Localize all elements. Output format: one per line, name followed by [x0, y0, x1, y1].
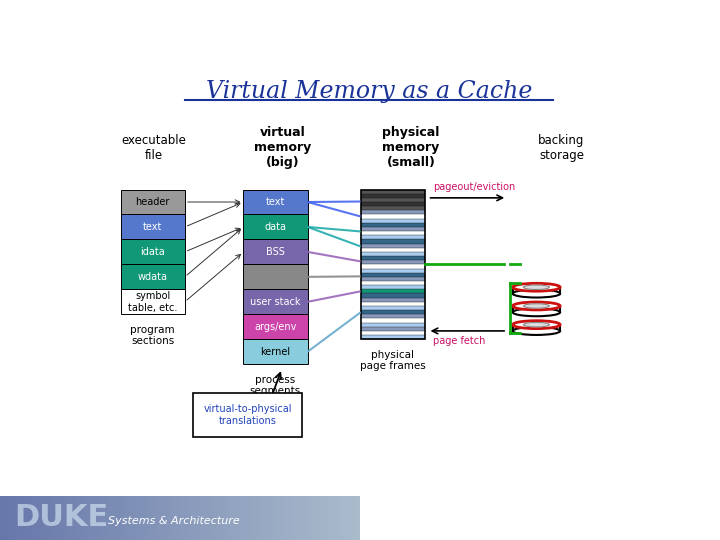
- FancyBboxPatch shape: [361, 248, 425, 252]
- Text: text: text: [266, 197, 285, 207]
- FancyBboxPatch shape: [121, 265, 185, 289]
- FancyBboxPatch shape: [361, 285, 425, 289]
- FancyBboxPatch shape: [361, 260, 425, 265]
- Text: physical
page frames: physical page frames: [360, 349, 426, 371]
- FancyBboxPatch shape: [361, 310, 425, 314]
- FancyBboxPatch shape: [361, 194, 425, 198]
- FancyBboxPatch shape: [361, 322, 425, 327]
- Text: physical
memory
(small): physical memory (small): [382, 126, 439, 170]
- Text: idata: idata: [140, 247, 165, 257]
- FancyBboxPatch shape: [193, 393, 302, 437]
- FancyBboxPatch shape: [361, 302, 425, 306]
- FancyBboxPatch shape: [243, 265, 307, 289]
- Text: virtual-to-physical
translations: virtual-to-physical translations: [203, 404, 292, 426]
- Text: pageout/eviction: pageout/eviction: [433, 183, 516, 192]
- FancyBboxPatch shape: [243, 289, 307, 314]
- FancyBboxPatch shape: [361, 219, 425, 223]
- FancyBboxPatch shape: [513, 287, 560, 294]
- FancyBboxPatch shape: [361, 190, 425, 194]
- Ellipse shape: [513, 284, 560, 291]
- FancyBboxPatch shape: [361, 319, 425, 322]
- FancyBboxPatch shape: [361, 239, 425, 244]
- FancyBboxPatch shape: [361, 223, 425, 227]
- Text: virtual
memory
(big): virtual memory (big): [254, 126, 311, 170]
- FancyBboxPatch shape: [513, 306, 560, 312]
- FancyBboxPatch shape: [361, 277, 425, 281]
- FancyBboxPatch shape: [361, 298, 425, 302]
- FancyBboxPatch shape: [243, 239, 307, 265]
- Ellipse shape: [513, 321, 560, 329]
- Text: executable
file: executable file: [122, 134, 186, 162]
- FancyBboxPatch shape: [361, 289, 425, 294]
- FancyBboxPatch shape: [121, 239, 185, 265]
- Ellipse shape: [513, 308, 560, 316]
- FancyBboxPatch shape: [361, 265, 425, 268]
- FancyBboxPatch shape: [361, 211, 425, 214]
- FancyBboxPatch shape: [361, 231, 425, 235]
- FancyBboxPatch shape: [361, 294, 425, 298]
- FancyBboxPatch shape: [361, 235, 425, 239]
- FancyBboxPatch shape: [243, 190, 307, 214]
- Ellipse shape: [513, 302, 560, 310]
- FancyBboxPatch shape: [121, 214, 185, 239]
- Text: symbol
table, etc.: symbol table, etc.: [128, 291, 177, 313]
- FancyBboxPatch shape: [361, 327, 425, 331]
- FancyBboxPatch shape: [361, 268, 425, 273]
- Text: Virtual Memory as a Cache: Virtual Memory as a Cache: [206, 80, 532, 103]
- Ellipse shape: [523, 322, 549, 327]
- Text: args/env: args/env: [254, 322, 297, 332]
- Text: page fetch: page fetch: [433, 336, 485, 346]
- FancyBboxPatch shape: [361, 306, 425, 310]
- FancyBboxPatch shape: [361, 244, 425, 248]
- Text: wdata: wdata: [138, 272, 168, 282]
- Text: BSS: BSS: [266, 247, 285, 257]
- Text: program
sections: program sections: [130, 325, 175, 346]
- FancyBboxPatch shape: [361, 281, 425, 285]
- Ellipse shape: [523, 285, 549, 289]
- FancyBboxPatch shape: [243, 314, 307, 339]
- FancyBboxPatch shape: [361, 331, 425, 335]
- FancyBboxPatch shape: [361, 256, 425, 260]
- Text: process
segments: process segments: [250, 375, 301, 396]
- Text: header: header: [135, 197, 170, 207]
- FancyBboxPatch shape: [121, 190, 185, 214]
- FancyBboxPatch shape: [243, 339, 307, 364]
- Text: kernel: kernel: [261, 347, 291, 357]
- FancyBboxPatch shape: [361, 206, 425, 211]
- FancyBboxPatch shape: [361, 202, 425, 206]
- Ellipse shape: [513, 327, 560, 335]
- FancyBboxPatch shape: [361, 227, 425, 231]
- Text: backing
storage: backing storage: [539, 134, 585, 162]
- Text: Systems & Architecture: Systems & Architecture: [108, 516, 240, 526]
- FancyBboxPatch shape: [361, 314, 425, 319]
- Text: text: text: [143, 222, 163, 232]
- Ellipse shape: [523, 304, 549, 308]
- FancyBboxPatch shape: [361, 198, 425, 202]
- FancyBboxPatch shape: [243, 214, 307, 239]
- FancyBboxPatch shape: [361, 273, 425, 277]
- Text: user stack: user stack: [251, 297, 301, 307]
- FancyBboxPatch shape: [121, 289, 185, 314]
- Ellipse shape: [513, 289, 560, 298]
- Text: data: data: [264, 222, 287, 232]
- FancyBboxPatch shape: [361, 335, 425, 339]
- Text: DUKE: DUKE: [14, 503, 109, 532]
- FancyBboxPatch shape: [361, 214, 425, 219]
- FancyBboxPatch shape: [361, 252, 425, 256]
- FancyBboxPatch shape: [513, 325, 560, 331]
